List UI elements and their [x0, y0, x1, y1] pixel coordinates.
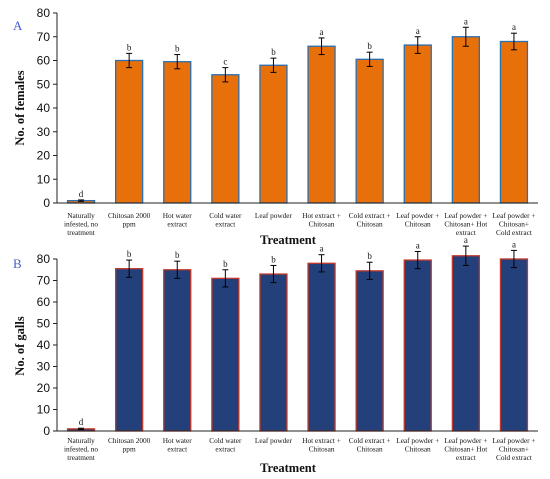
panel-a-xtick-label: Leaf powder + Chitosan+ Hot extract — [444, 211, 487, 237]
panel-b-sig-label: d — [79, 417, 84, 427]
panel-b-bar — [355, 270, 384, 432]
panel-a-bar — [163, 61, 192, 204]
panel-b-sig-label: a — [464, 235, 468, 245]
panel-b-ytick-label: 80 — [37, 252, 51, 266]
panel-b-sig-label: b — [367, 251, 372, 261]
panel-a-bar — [307, 45, 336, 204]
panel-a-ytick-label: 20 — [37, 149, 51, 163]
panel-b-ytick-label: 40 — [37, 338, 51, 352]
panel-b-bar — [115, 268, 144, 432]
panel-a-ytick-label: 50 — [37, 77, 51, 91]
panel-a-xtick-label: Cold extract + Chitosan — [349, 211, 391, 229]
panel-a-ytick-label: 30 — [37, 125, 51, 139]
panel-b-xtick-label: Leaf powder + Chitosan+ Cold extract — [492, 436, 535, 462]
panel-b-sig-label: a — [512, 239, 516, 249]
panel-a-xticks: Naturally infested, no treatment Chitosan 2… — [64, 211, 535, 237]
panel-b-ytick-label: 10 — [37, 403, 51, 417]
panel-b-xticks: Naturally infested, no treatment Chitosan 2… — [64, 436, 535, 462]
panel-a-ytick-label: 80 — [37, 6, 51, 20]
panel-a-ytick-label: 60 — [37, 54, 51, 68]
panel-a-sig-label: b — [175, 44, 180, 54]
panel-a-xtick-label: Leaf powder — [255, 211, 293, 220]
panel-b-xtick-label: Leaf powder — [255, 436, 293, 445]
panel-b-errorbars — [78, 245, 517, 430]
panel-a-ytick-label: 70 — [37, 30, 51, 44]
panel-a-x-axis-title: Treatment — [260, 233, 317, 247]
panel-b-bars — [66, 255, 529, 432]
panel-b-label: B — [13, 256, 22, 271]
panel-a-sig-label: b — [367, 41, 372, 51]
panel-a-sig-label: a — [320, 27, 324, 37]
panel-b-y-axis-title: No. of galls — [13, 316, 27, 376]
panel-a-xtick-label: Hot water extract — [163, 211, 193, 229]
panel-b-x-axis-title: Treatment — [260, 461, 317, 475]
panel-b-sig-label: a — [416, 240, 420, 250]
panel-a-y-axis-title: No. of females — [13, 70, 27, 145]
panel-a-xtick-label: Chitosan 2000 ppm — [108, 211, 151, 229]
panel-a-xtick-label: Leaf powder + Chitosan — [396, 211, 439, 229]
panel-a-sig-labels: d b b c b a b a a a — [79, 16, 516, 199]
panel-a-yticks: 0 10 20 30 40 50 60 70 80 — [37, 6, 57, 210]
panel-b-ytick-label: 0 — [43, 424, 50, 438]
panel-a-sig-label: a — [416, 26, 420, 36]
panel-a: A d b b c b a b a a a 0 10 20 30 40 50 60 70 80 Naturally… — [13, 6, 538, 247]
panel-b-bar — [211, 277, 240, 432]
panel-a-bar — [115, 59, 144, 204]
panel-a-sig-label: c — [223, 57, 227, 67]
panel-b-xtick-label: Leaf powder + Chitosan+ Hot extract — [444, 436, 487, 462]
panel-b-sig-label: b — [271, 254, 276, 264]
panel-b-sig-label: b — [175, 250, 180, 260]
panel-a-xtick-label: Naturally infested, no treatment — [64, 211, 98, 237]
panel-a-bar — [355, 58, 384, 204]
panel-b-xtick-label: Chitosan 2000 ppm — [108, 436, 151, 454]
panel-a-xtick-label: Hot extract + Chitosan — [302, 211, 341, 229]
panel-b-ytick-label: 20 — [37, 381, 51, 395]
panel-b-xtick-label: Cold water extract — [209, 436, 242, 454]
panel-b-bar — [259, 273, 288, 432]
panel-a-xtick-label: Leaf powder + Chitosan+ Cold extract — [492, 211, 535, 237]
panel-a-sig-label: d — [79, 189, 84, 199]
panel-b-sig-labels: d b b b b a b a a a — [79, 235, 516, 427]
panel-b-sig-label: b — [223, 259, 228, 269]
panel-b: B d b b b b a b a a a 0 10 20 30 40 50 60 70 80 Naturally… — [13, 235, 538, 475]
panel-b-bar — [307, 262, 336, 432]
panel-a-xtick-label: Cold water extract — [209, 211, 242, 229]
panel-b-ytick-label: 60 — [37, 295, 51, 309]
panel-a-sig-label: b — [271, 47, 276, 57]
panel-a-bars — [66, 36, 529, 204]
panel-b-sig-label: b — [127, 249, 132, 259]
panel-b-bar — [451, 255, 481, 432]
panel-b-xtick-label: Hot water extract — [163, 436, 193, 454]
panel-b-xtick-label: Cold extract + Chitosan — [349, 436, 391, 454]
panel-b-bar — [403, 259, 432, 432]
panel-a-sig-label: a — [512, 22, 516, 32]
panel-b-ytick-label: 30 — [37, 360, 51, 374]
panel-a-bar — [403, 44, 432, 204]
panel-b-yticks: 0 10 20 30 40 50 60 70 80 — [37, 252, 57, 438]
panel-b-ytick-label: 50 — [37, 317, 51, 331]
panel-a-bar — [451, 36, 481, 204]
panel-b-xtick-label: Leaf powder + Chitosan — [396, 436, 439, 454]
panel-b-xtick-label: Hot extract + Chitosan — [302, 436, 341, 454]
panel-a-ytick-label: 40 — [37, 101, 51, 115]
panel-a-ytick-label: 0 — [43, 196, 50, 210]
panel-b-bar — [163, 269, 192, 432]
panel-a-bar — [259, 64, 288, 204]
panel-b-xtick-label: Naturally infested, no treatment — [64, 436, 98, 462]
panel-a-bar — [211, 74, 240, 204]
panel-a-sig-label: a — [464, 16, 468, 26]
panel-a-errorbars — [78, 26, 517, 202]
panel-b-sig-label: a — [320, 244, 324, 254]
panel-b-bar — [499, 258, 529, 432]
panel-a-sig-label: b — [127, 42, 132, 52]
panel-a-bar — [499, 40, 529, 204]
panel-a-ytick-label: 10 — [37, 172, 51, 186]
panel-a-label: A — [13, 18, 23, 33]
panel-b-ytick-label: 70 — [37, 274, 51, 288]
